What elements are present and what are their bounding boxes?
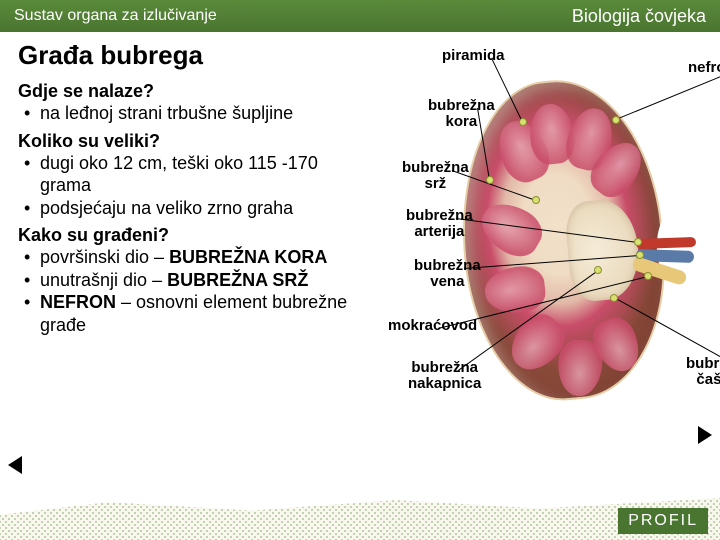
header-subject: Biologija čovjeka [572, 6, 706, 27]
publisher-logo: PROFIL [618, 508, 708, 534]
slide-footer: PROFIL [0, 482, 720, 540]
kidney-diagram: piramidanefronbubrežnakorabubrežnasržbub… [418, 50, 698, 420]
bullets-size: dugi oko 12 cm, teški oko 115 -170 grama… [18, 152, 358, 220]
question-size: Koliko su veliki? [18, 131, 358, 152]
label-srz: bubrežnasrž [402, 160, 469, 192]
callout-dot-icon [519, 118, 527, 126]
list-item: podsjećaju na veliko zrno graha [22, 197, 358, 220]
diagram-column: piramidanefronbubrežnakorabubrežnasržbub… [358, 40, 708, 482]
callout-dot-icon [486, 176, 494, 184]
list-item: na leđnoj strani trbušne šupljine [22, 102, 358, 125]
label-casica: bubrežnačašica [686, 356, 720, 388]
header-topic: Sustav organa za izlučivanje [14, 7, 217, 25]
page-title: Građa bubrega [18, 40, 358, 71]
nav-back-button[interactable] [8, 456, 22, 474]
content-area: Građa bubrega Gdje se nalaze? na leđnoj … [0, 32, 720, 482]
label-mokracovod: mokraćovod [388, 318, 477, 334]
bullets-structure: površinski dio – BUBREŽNA KORA unutrašnj… [18, 246, 358, 336]
list-item: unutrašnji dio – BUBREŽNA SRŽ [22, 269, 358, 292]
bullets-location: na leđnoj strani trbušne šupljine [18, 102, 358, 125]
label-vena: bubrežnavena [414, 258, 481, 290]
callout-dot-icon [594, 266, 602, 274]
callout-dot-icon [636, 251, 644, 259]
callout-dot-icon [634, 238, 642, 246]
callout-dot-icon [644, 272, 652, 280]
text-column: Građa bubrega Gdje se nalaze? na leđnoj … [18, 40, 358, 482]
label-kora: bubrežnakora [428, 98, 495, 130]
label-nakapnica: bubrežnanakapnica [408, 360, 481, 392]
list-item: površinski dio – BUBREŽNA KORA [22, 246, 358, 269]
list-item: dugi oko 12 cm, teški oko 115 -170 grama [22, 152, 358, 197]
callout-dot-icon [612, 116, 620, 124]
renal-artery [636, 237, 696, 249]
question-location: Gdje se nalaze? [18, 81, 358, 102]
nav-forward-button[interactable] [698, 426, 712, 444]
label-nefron: nefron [688, 60, 720, 76]
callout-dot-icon [610, 294, 618, 302]
label-arterija: bubrežnaarterija [406, 208, 473, 240]
footer-decoration [0, 498, 720, 540]
question-structure: Kako su građeni? [18, 225, 358, 246]
label-piramida: piramida [442, 48, 505, 64]
slide-header: Sustav organa za izlučivanje Biologija č… [0, 0, 720, 32]
list-item: NEFRON – osnovni element bubrežne građe [22, 291, 358, 336]
leader-line [616, 69, 720, 120]
callout-dot-icon [532, 196, 540, 204]
